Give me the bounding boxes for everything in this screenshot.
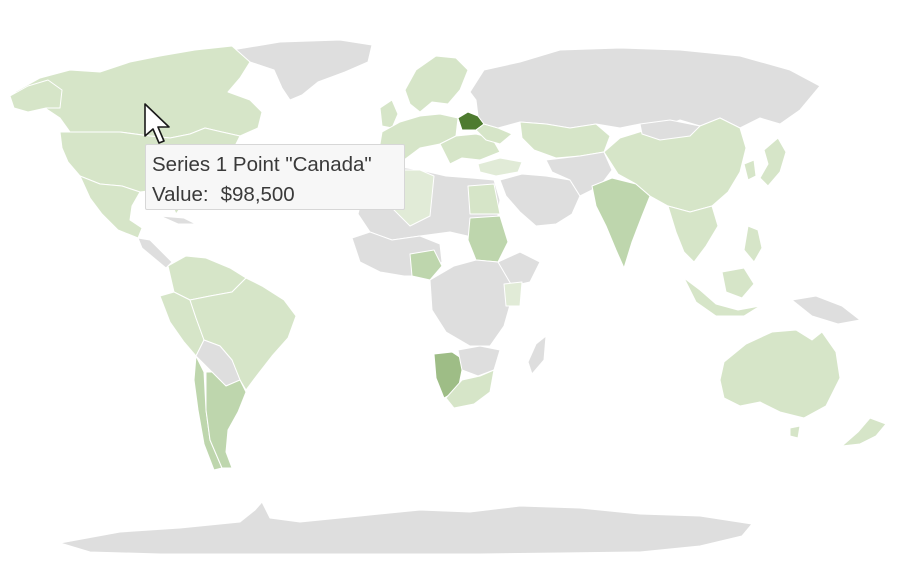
region-korea[interactable] xyxy=(743,159,757,181)
region-borneo[interactable] xyxy=(721,267,755,299)
region-central-america[interactable] xyxy=(137,237,173,269)
tooltip-value: $98,500 xyxy=(220,183,295,206)
region-new-guinea[interactable] xyxy=(791,295,861,325)
tooltip-series-label: Series 1 Point "Canada" xyxy=(152,153,372,176)
region-argentina[interactable] xyxy=(205,371,247,469)
region-central-africa[interactable] xyxy=(429,259,521,347)
region-ethiopia[interactable] xyxy=(497,251,541,287)
map-tooltip: Series 1 Point "Canada" Value: $98,500 xyxy=(145,144,405,210)
region-scandinavia[interactable] xyxy=(404,55,469,113)
region-mongolia[interactable] xyxy=(639,119,701,141)
tooltip-value-row: Value: $98,500 xyxy=(152,180,398,210)
region-madagascar[interactable] xyxy=(527,335,547,375)
region-egypt[interactable] xyxy=(467,183,501,215)
region-india[interactable] xyxy=(591,177,651,269)
region-japan[interactable] xyxy=(759,137,787,187)
region-middle-east[interactable] xyxy=(499,173,581,227)
region-australia[interactable] xyxy=(719,329,841,419)
region-antarctica[interactable] xyxy=(59,501,753,555)
tooltip-value-label: Value: xyxy=(152,183,209,206)
region-greenland[interactable] xyxy=(231,39,373,101)
region-russia[interactable] xyxy=(469,47,821,129)
region-eastern-europe[interactable] xyxy=(439,133,501,165)
mouse-pointer-icon xyxy=(144,103,170,144)
region-chile[interactable] xyxy=(193,355,223,471)
region-philippines[interactable] xyxy=(743,225,763,263)
region-southeast-asia[interactable] xyxy=(667,205,719,263)
region-caribbean[interactable] xyxy=(159,215,197,225)
region-indonesia[interactable] xyxy=(683,277,761,317)
region-south-africa[interactable] xyxy=(445,369,495,409)
region-kenya[interactable] xyxy=(503,281,523,307)
region-alaska[interactable] xyxy=(9,79,63,113)
region-kazakhstan[interactable] xyxy=(519,121,611,159)
region-uk[interactable] xyxy=(379,99,399,129)
region-new-zealand[interactable] xyxy=(841,417,887,447)
region-mexico[interactable] xyxy=(79,175,143,239)
region-sudan[interactable] xyxy=(467,215,509,263)
region-tasmania[interactable] xyxy=(789,425,801,439)
region-nigeria[interactable] xyxy=(409,249,443,281)
region-turkey[interactable] xyxy=(477,157,523,177)
